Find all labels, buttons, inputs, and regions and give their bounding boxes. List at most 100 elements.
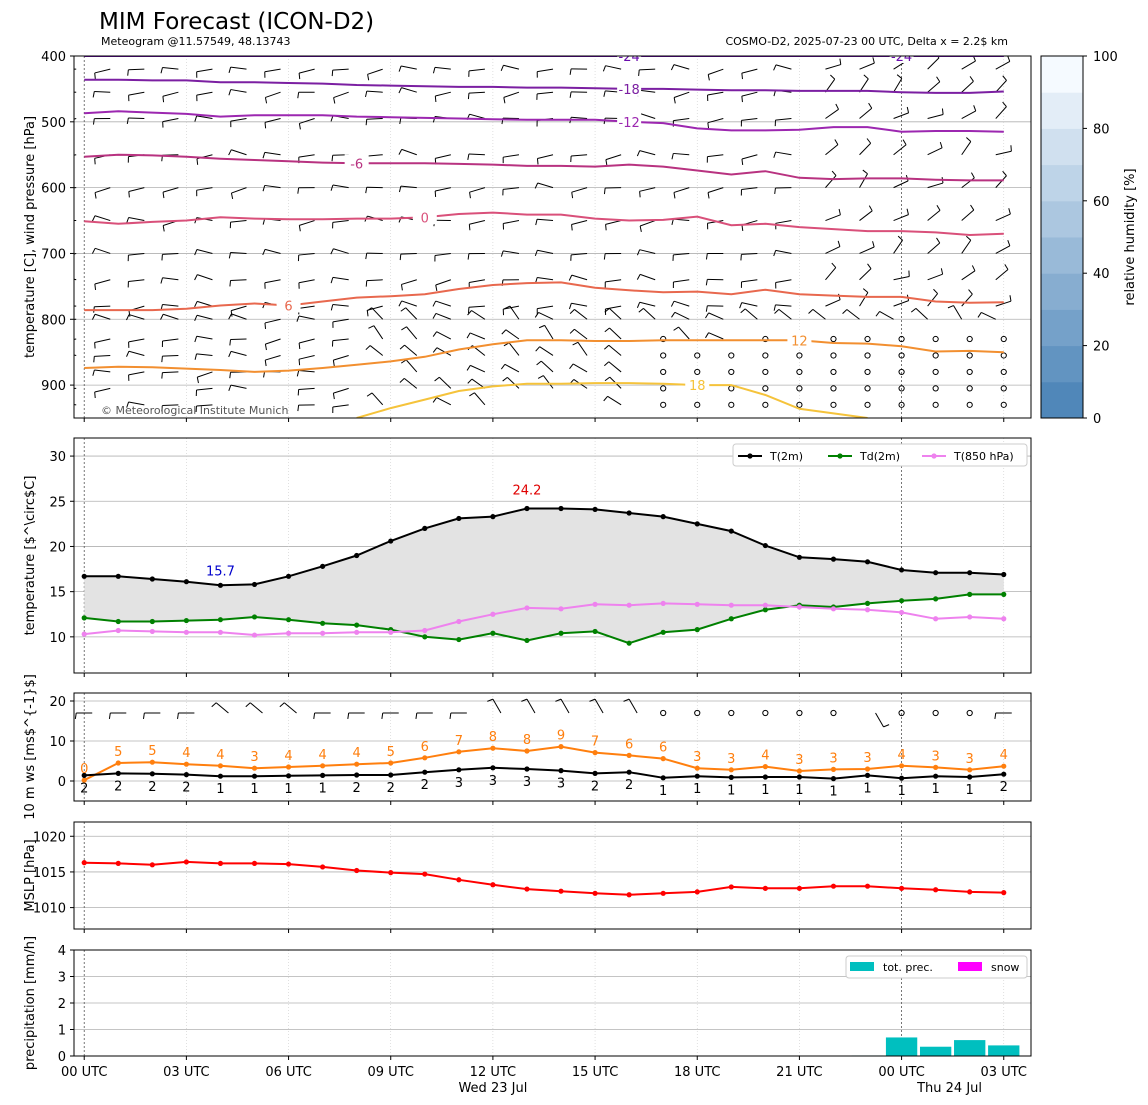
wind-gust-point [251, 765, 258, 771]
temperature-series-line [84, 602, 1004, 637]
profile-wind-barb-flag [705, 312, 710, 319]
profile-wind-barb-flag [1007, 56, 1011, 62]
profile-wind-barb [94, 354, 111, 357]
profile-wind-barb [859, 62, 875, 70]
temperature-series-point [149, 628, 155, 635]
temperature-series-point [251, 632, 258, 638]
profile-calm-marker [660, 401, 667, 408]
profile-wind-barb-flag [741, 96, 743, 103]
wind-barb-flag [108, 712, 111, 720]
temperature-series-point [388, 538, 394, 544]
profile-wind-barb-flag [603, 187, 606, 195]
profile-wind-barb-flag [264, 322, 267, 329]
wind-mean-line [84, 766, 1004, 780]
profile-wind-barb-flag [906, 208, 909, 215]
profile-wind-barb-flag [966, 235, 972, 241]
profile-wind-barb [128, 350, 145, 356]
profile-wind-barb [502, 187, 520, 190]
profile-wind-barb [469, 113, 486, 120]
profile-wind-barb [332, 338, 349, 342]
profile-wind-barb [571, 252, 588, 256]
profile-wind-barb [859, 246, 875, 254]
profile-calm-marker [966, 368, 973, 376]
wind-calm-marker [796, 709, 803, 717]
profile-y-tick-label: 600 [41, 182, 66, 197]
humidity-color-step [1041, 345, 1083, 383]
temperature-series-point [285, 630, 292, 636]
wind-gust-value-label: 3 [727, 752, 735, 767]
profile-wind-barb-flag [92, 118, 95, 125]
wind-barb-flag [381, 712, 384, 720]
wind-barb-flag [211, 702, 217, 708]
profile-wind-barb-flag [705, 305, 708, 312]
wind-gust-point [933, 764, 939, 771]
isotherm-label-bg [276, 296, 301, 313]
profile-wind-barb-flag [866, 138, 872, 144]
profile-wind-barb-flag [872, 241, 875, 248]
temperature-series-point [796, 554, 803, 560]
isotherm-line [84, 153, 1004, 182]
profile-wind-barb [265, 91, 281, 98]
profile-wind-barb [468, 91, 485, 94]
profile-wind-barb [231, 149, 247, 156]
profile-wind-barb [162, 354, 179, 357]
time-tick-label: 09 UTC [368, 1065, 414, 1080]
profile-calm-marker [966, 385, 973, 392]
profile-wind-barb [707, 118, 724, 124]
profile-wind-barb [639, 220, 656, 227]
profile-wind-barb-flag [741, 158, 744, 166]
wind-gust-value-label: 3 [931, 749, 939, 764]
humidity-tick-label: 40 [1093, 267, 1110, 282]
profile-wind-barb [639, 112, 656, 120]
temperature-series-line [84, 507, 1004, 587]
profile-wind-barb-flag [160, 314, 164, 320]
profile-wind-barb [162, 338, 179, 342]
profile-wind-barb [298, 354, 315, 360]
profile-wind-barb [605, 154, 622, 161]
wind-mean-value-label: 1 [795, 783, 803, 798]
temperature-series-point [524, 605, 530, 611]
profile-wind-barb [639, 187, 656, 192]
isotherm-label: 12 [791, 334, 808, 349]
profile-wind-barb-flag [1009, 295, 1012, 302]
profile-wind-barb-flag [773, 151, 777, 158]
temperature-y-tick-label: 10 [49, 631, 66, 646]
profile-calm-marker [660, 385, 667, 392]
profile-wind-barb [406, 326, 418, 340]
mslp-point [149, 862, 155, 868]
temperature-series-point [762, 542, 768, 549]
wind-gust-point [354, 761, 360, 767]
profile-wind-barb [367, 68, 383, 75]
profile-wind-barb-flag [939, 141, 943, 148]
temperature-series-point [933, 616, 939, 622]
profile-wind-barb-flag [160, 67, 163, 74]
wind-gust-value-label: 6 [659, 741, 667, 756]
profile-wind-barb [995, 80, 1007, 93]
profile-wind-barb [741, 154, 758, 160]
temperature-series-point [796, 604, 803, 610]
profile-wind-barb [605, 279, 622, 283]
wind-y-tick-label: 0 [58, 775, 66, 790]
profile-wind-barb [825, 299, 841, 307]
wind-gust-value-label: 4 [182, 746, 190, 761]
precip-y-tick-label: 1 [58, 1024, 66, 1039]
profile-wind-barb [231, 305, 247, 312]
profile-wind-barb [505, 329, 520, 340]
isotherm-line [84, 78, 1004, 94]
temperature-max-label: 24.2 [512, 484, 541, 499]
isotherm-line [84, 281, 1004, 312]
profile-y-tick-label: 700 [41, 247, 66, 262]
profile-wind-barb-flag [936, 205, 941, 211]
profile-wind-barb [298, 387, 315, 390]
profile-wind-barb [128, 91, 145, 96]
profile-wind-barb-flag [571, 192, 574, 199]
profile-calm-marker [898, 335, 905, 343]
profile-wind-barb [366, 279, 383, 282]
profile-wind-barb-flag [194, 336, 198, 343]
profile-calm-marker [1000, 368, 1007, 376]
profile-wind-barb [859, 142, 872, 156]
profile-wind-barb [639, 150, 656, 156]
wind-mean-value-label: 1 [284, 782, 292, 797]
temperature-series-point [217, 617, 224, 623]
profile-wind-barb [995, 300, 1012, 307]
